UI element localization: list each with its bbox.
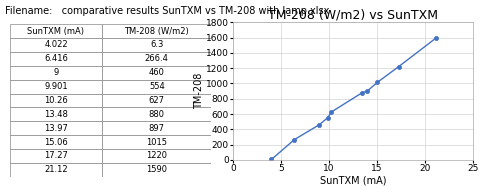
Text: 4.022: 4.022 xyxy=(44,41,68,49)
Text: 880: 880 xyxy=(149,110,165,119)
Text: SunTXM (mA): SunTXM (mA) xyxy=(27,27,84,36)
Text: 897: 897 xyxy=(149,124,165,133)
Text: 9.901: 9.901 xyxy=(44,82,68,91)
FancyBboxPatch shape xyxy=(102,94,211,107)
FancyBboxPatch shape xyxy=(10,107,102,121)
Text: 554: 554 xyxy=(149,82,165,91)
Text: 6.3: 6.3 xyxy=(150,41,164,49)
Text: TM-208 (W/m2): TM-208 (W/m2) xyxy=(124,27,189,36)
FancyBboxPatch shape xyxy=(10,135,102,149)
Text: 627: 627 xyxy=(149,96,165,105)
Title: TM-208 (W/m2) vs SunTXM: TM-208 (W/m2) vs SunTXM xyxy=(268,8,438,21)
FancyBboxPatch shape xyxy=(10,80,102,94)
Text: 1015: 1015 xyxy=(146,137,167,147)
FancyBboxPatch shape xyxy=(102,38,211,52)
Text: 460: 460 xyxy=(149,68,165,77)
Text: 21.12: 21.12 xyxy=(44,165,68,174)
Text: 10.26: 10.26 xyxy=(44,96,68,105)
Text: 1590: 1590 xyxy=(146,165,167,174)
Text: 6.416: 6.416 xyxy=(44,54,68,63)
FancyBboxPatch shape xyxy=(102,135,211,149)
FancyBboxPatch shape xyxy=(102,24,211,38)
FancyBboxPatch shape xyxy=(102,52,211,66)
FancyBboxPatch shape xyxy=(102,66,211,80)
FancyBboxPatch shape xyxy=(102,163,211,177)
FancyBboxPatch shape xyxy=(10,121,102,135)
Text: Filename:   comparative results SunTXM vs TM-208 with lamp.xlsx: Filename: comparative results SunTXM vs … xyxy=(5,6,329,16)
FancyBboxPatch shape xyxy=(102,107,211,121)
FancyBboxPatch shape xyxy=(10,52,102,66)
Y-axis label: TM-208: TM-208 xyxy=(194,73,204,109)
Text: 1220: 1220 xyxy=(146,151,167,160)
FancyBboxPatch shape xyxy=(10,149,102,163)
FancyBboxPatch shape xyxy=(102,121,211,135)
Text: 13.97: 13.97 xyxy=(44,124,68,133)
Text: 9: 9 xyxy=(53,68,59,77)
FancyBboxPatch shape xyxy=(10,66,102,80)
Text: 17.27: 17.27 xyxy=(44,151,68,160)
Text: 266.4: 266.4 xyxy=(145,54,168,63)
FancyBboxPatch shape xyxy=(10,38,102,52)
Text: 15.06: 15.06 xyxy=(44,137,68,147)
FancyBboxPatch shape xyxy=(102,80,211,94)
FancyBboxPatch shape xyxy=(102,149,211,163)
FancyBboxPatch shape xyxy=(10,24,102,38)
FancyBboxPatch shape xyxy=(10,94,102,107)
Text: 13.48: 13.48 xyxy=(44,110,68,119)
FancyBboxPatch shape xyxy=(10,163,102,177)
X-axis label: SunTXM (mA): SunTXM (mA) xyxy=(320,176,386,186)
